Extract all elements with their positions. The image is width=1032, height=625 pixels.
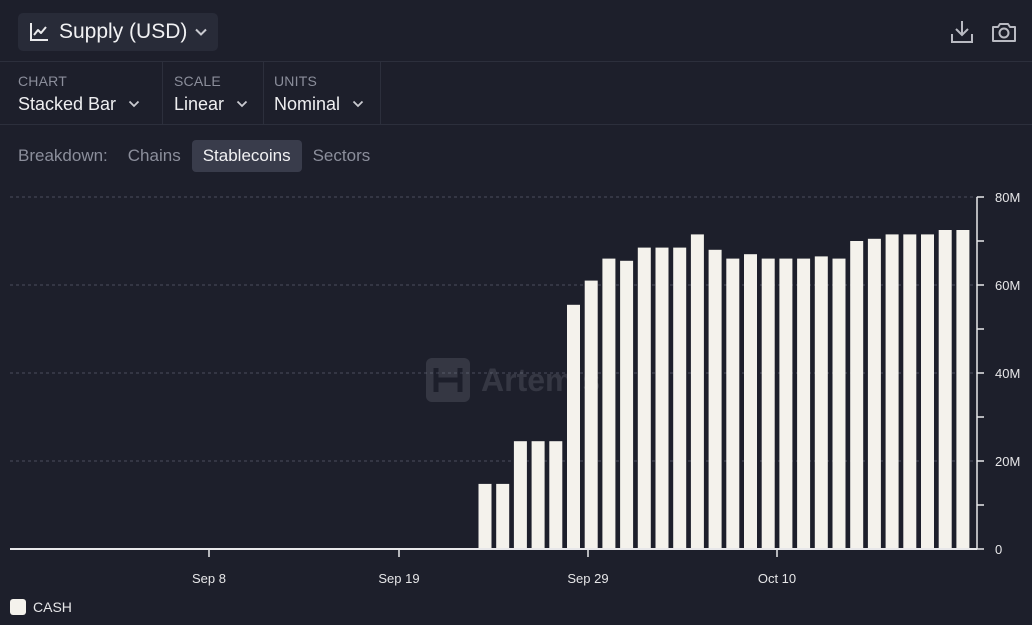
artemis-watermark: Artemis <box>426 358 600 402</box>
bar <box>584 280 598 549</box>
legend[interactable]: CASH <box>10 599 72 615</box>
bar <box>602 258 616 549</box>
y-tick-label: 40M <box>995 366 1020 381</box>
breakdown-selector: Breakdown: Chains Stablecoins Sectors <box>18 140 381 172</box>
grid-lines <box>10 196 977 462</box>
axes: 80M 60M 40M 20M 0 Sep 8 Sep 19 Sep 29 Oct 10 <box>10 190 1020 586</box>
y-tick-label: 0 <box>995 542 1002 557</box>
bar <box>708 249 722 550</box>
x-tick-label: Sep 29 <box>567 571 608 586</box>
supply-chart: Artemis 80M 60M 40M 20M 0 Sep 8 Sep 19 Sep 29 Oc… <box>10 190 1020 586</box>
bar <box>531 441 545 549</box>
metric-select[interactable]: Supply (USD) <box>18 13 218 51</box>
download-icon[interactable] <box>948 18 976 46</box>
chart-controls: CHART Stacked Bar SCALE Linear UNITS Nom… <box>0 62 1032 125</box>
bar <box>867 238 881 550</box>
chart-type-value: Stacked Bar <box>18 94 117 114</box>
bar <box>567 304 580 549</box>
bars <box>478 230 970 550</box>
metric-title: Supply (USD) <box>59 20 188 43</box>
x-tick-label: Sep 19 <box>378 571 419 586</box>
bar <box>956 230 970 549</box>
bar <box>797 258 811 549</box>
bar <box>761 258 775 549</box>
chevron-down-icon <box>352 101 364 108</box>
bar <box>549 441 563 549</box>
bar <box>744 254 757 549</box>
bar <box>496 483 510 549</box>
camera-icon[interactable] <box>990 18 1018 46</box>
breakdown-option-stablecoins[interactable]: Stablecoins <box>191 140 302 172</box>
y-tick-label: 60M <box>995 278 1020 293</box>
chevron-down-icon <box>195 28 208 36</box>
chart-header: Supply (USD) <box>0 0 1032 62</box>
y-tick-label: 80M <box>995 190 1020 205</box>
bar <box>690 234 704 549</box>
breakdown-option-sectors[interactable]: Sectors <box>312 146 371 165</box>
breakdown-label: Breakdown: <box>18 146 108 165</box>
chart-type-label: CHART <box>18 73 67 89</box>
bar <box>779 258 793 549</box>
bar <box>726 258 740 549</box>
chevron-down-icon <box>128 101 140 108</box>
units-label: UNITS <box>274 73 317 89</box>
units-select[interactable]: UNITS Nominal <box>256 62 381 124</box>
bar <box>885 234 899 549</box>
bar <box>673 247 687 549</box>
breakdown-option-chains[interactable]: Chains <box>127 146 181 165</box>
bar <box>938 230 952 549</box>
scale-value: Linear <box>174 94 225 114</box>
x-tick-label: Sep 8 <box>192 571 226 586</box>
x-tick-label: Oct 10 <box>758 571 796 586</box>
bar <box>921 234 934 549</box>
units-value: Nominal <box>274 94 341 114</box>
legend-swatch <box>10 599 26 615</box>
scale-select[interactable]: SCALE Linear <box>156 62 264 124</box>
bar <box>850 241 864 549</box>
bar <box>637 247 651 549</box>
bar <box>478 483 492 549</box>
watermark-text: Artemis <box>481 362 600 398</box>
scale-label: SCALE <box>174 73 221 89</box>
bar <box>513 441 527 549</box>
chart-type-select[interactable]: CHART Stacked Bar <box>0 62 163 124</box>
bar <box>814 256 828 549</box>
bar <box>832 258 846 549</box>
chevron-down-icon <box>236 101 248 108</box>
bar <box>903 234 917 549</box>
bar <box>655 247 669 549</box>
legend-label: CASH <box>33 599 72 615</box>
bar <box>620 260 634 549</box>
y-tick-label: 20M <box>995 454 1020 469</box>
line-chart-icon <box>30 23 48 41</box>
